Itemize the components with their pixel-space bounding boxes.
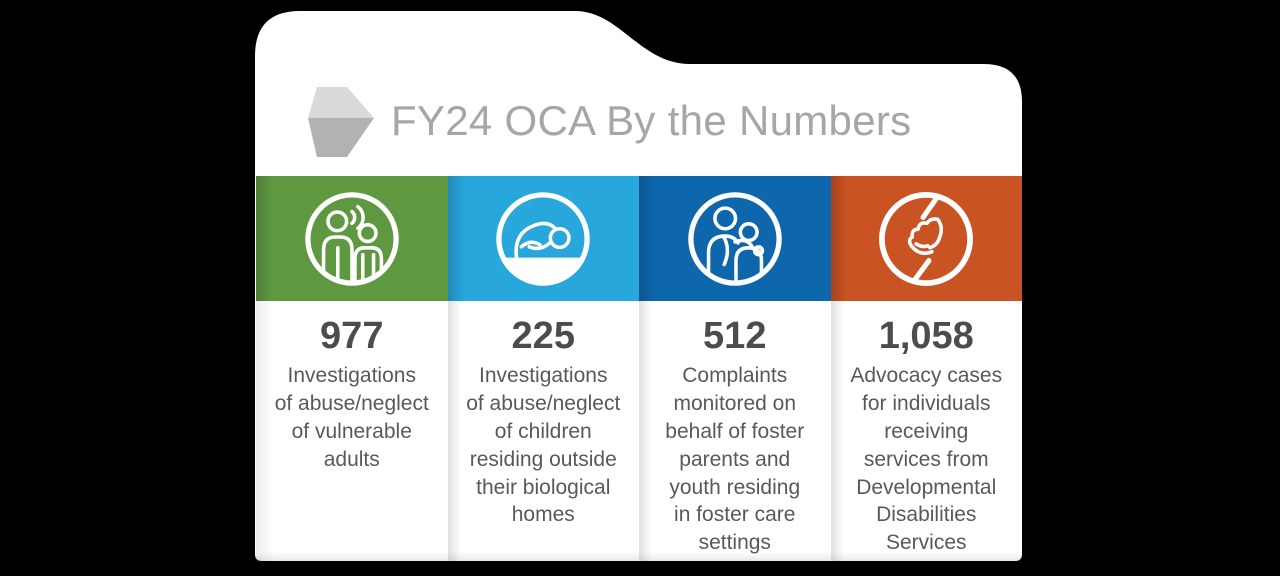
- band-cell-foster-care: [639, 176, 831, 301]
- foster-parent-child-icon: [688, 191, 782, 286]
- chevron-arrow-icon: [308, 87, 374, 157]
- child-lying-icon: [496, 191, 590, 286]
- stat-column-vulnerable-adults: 977 Investigations of abuse/neglect of v…: [256, 301, 448, 561]
- band-cell-vulnerable-adults: [256, 176, 448, 301]
- stat-column-foster-care: 512 Complaints monitored on behalf of fo…: [639, 301, 831, 561]
- band-cell-children-outside-homes: [447, 176, 639, 301]
- stat-label: Investigations of abuse/neglect of vulne…: [274, 363, 429, 471]
- stat-value: 512: [703, 315, 767, 357]
- icon-band: [256, 176, 1022, 301]
- stat-column-dds-advocacy: 1,058 Advocacy cases for individuals rec…: [830, 301, 1023, 561]
- stat-value: 1,058: [878, 315, 974, 357]
- chevron-bottom-facet: [308, 118, 374, 157]
- stats-row: 977 Investigations of abuse/neglect of v…: [256, 301, 1022, 561]
- elder-abuse-icon: [305, 191, 399, 286]
- stat-label: Advocacy cases for individuals receiving…: [850, 363, 1003, 555]
- chevron-top-facet: [308, 87, 374, 118]
- stat-value: 977: [320, 315, 384, 357]
- stat-value: 225: [511, 315, 575, 357]
- page-title: FY24 OCA By the Numbers: [391, 97, 912, 144]
- stat-label: Complaints monitored on behalf of foster…: [665, 363, 805, 555]
- no-abuse-hands-icon: [879, 191, 974, 286]
- stat-column-children-outside-homes: 225 Investigations of abuse/neglect of c…: [447, 301, 640, 561]
- stat-label: Investigations of abuse/neglect of child…: [466, 363, 621, 527]
- band-cell-dds-advocacy: [830, 176, 1022, 301]
- header: FY24 OCA By the Numbers: [255, 0, 1023, 176]
